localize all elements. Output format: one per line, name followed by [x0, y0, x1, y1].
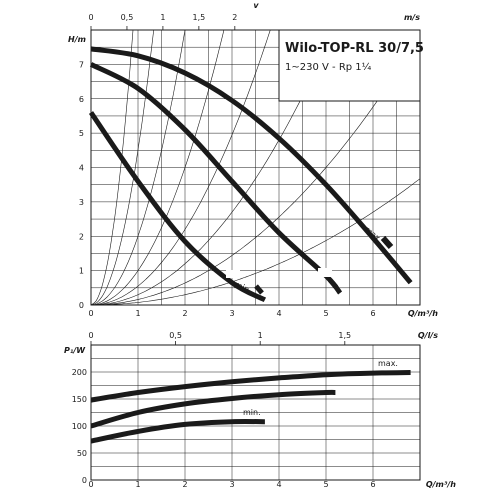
power-x-tick-label: 2	[182, 480, 187, 489]
power-curve-1	[90, 370, 411, 403]
velocity-tick-label: 2	[232, 13, 237, 22]
head-y-tick-label: 6	[79, 95, 84, 104]
power-y-tick-label: 100	[72, 422, 87, 431]
velocity-axis-label: v	[253, 1, 259, 10]
system-curve	[90, 35, 421, 306]
velocity-tick-label: 0	[88, 13, 93, 22]
power-curve-2	[90, 389, 336, 429]
head-x-tick-label: 0	[88, 309, 93, 318]
curve-gap	[226, 270, 240, 278]
power-min-label: min.	[243, 408, 261, 417]
power-x-axis-label: Q/m³/h	[426, 480, 456, 489]
head-x-tick-label: 5	[323, 309, 328, 318]
flow-ls-axis-unit: Q/l/s	[418, 331, 438, 340]
flow-ls-tick-label: 0	[88, 331, 93, 340]
head-y-axis-label: H/m	[68, 35, 86, 44]
power-x-tick-label: 0	[88, 480, 93, 489]
system-curve	[90, 29, 225, 306]
velocity-tick-label: 1,5	[192, 13, 205, 22]
head-x-tick-label: 6	[370, 309, 375, 318]
power-y-tick-label: 150	[72, 395, 87, 404]
head-y-tick-label: 7	[79, 60, 84, 69]
head-y-tick-label: 0	[79, 301, 84, 310]
flow-ls-tick-label: 0,5	[169, 331, 182, 340]
head-curve-1	[90, 46, 413, 285]
system-curve	[91, 178, 421, 306]
power-y-axis-label: P₁/W	[64, 346, 86, 355]
system-curve	[90, 29, 186, 306]
head-plot-frame	[90, 29, 421, 306]
speed-marker	[380, 236, 394, 249]
head-y-tick-label: 2	[79, 232, 84, 241]
velocity-tick-label: 1	[160, 13, 165, 22]
min-label: min.	[233, 280, 253, 296]
head-y-tick-label: 4	[79, 164, 84, 173]
chart-subtitle: 1~230 V - Rp 1¼	[285, 61, 372, 73]
head-y-tick-label: 1	[79, 267, 84, 276]
head-y-tick-label: 3	[79, 198, 84, 207]
power-plot-frame	[90, 344, 421, 481]
power-x-tick-label: 6	[370, 480, 375, 489]
head-x-axis-label: Q/m³/h	[408, 309, 438, 318]
power-max-label: max.	[378, 359, 398, 368]
head-x-tick-label: 1	[135, 309, 140, 318]
speed-marker	[254, 284, 264, 295]
head-y-tick-label: 5	[79, 129, 84, 138]
flow-ls-tick-label: 1,5	[338, 331, 351, 340]
velocity-tick-label: 0,5	[121, 13, 134, 22]
power-x-tick-label: 4	[276, 480, 281, 489]
head-curve-3	[88, 111, 267, 303]
power-y-tick-label: 50	[77, 449, 87, 458]
curve-gap	[318, 268, 332, 277]
power-curve-3	[90, 418, 265, 444]
chart-title: Wilo-TOP-RL 30/7,5	[285, 41, 424, 56]
power-x-tick-label: 3	[229, 480, 234, 489]
head-x-tick-label: 3	[229, 309, 234, 318]
system-curve	[90, 29, 334, 306]
power-x-tick-label: 5	[323, 480, 328, 489]
velocity-axis-unit: m/s	[404, 13, 420, 22]
head-x-tick-label: 2	[182, 309, 187, 318]
head-x-tick-label: 4	[276, 309, 281, 318]
title-box	[278, 29, 421, 102]
power-y-tick-label: 200	[72, 368, 87, 377]
system-curve	[90, 29, 134, 306]
power-y-tick-label: 0	[82, 476, 87, 485]
power-x-tick-label: 1	[135, 480, 140, 489]
flow-ls-tick-label: 1	[258, 331, 263, 340]
speed-marker	[328, 278, 338, 289]
curve-layer	[88, 46, 413, 444]
